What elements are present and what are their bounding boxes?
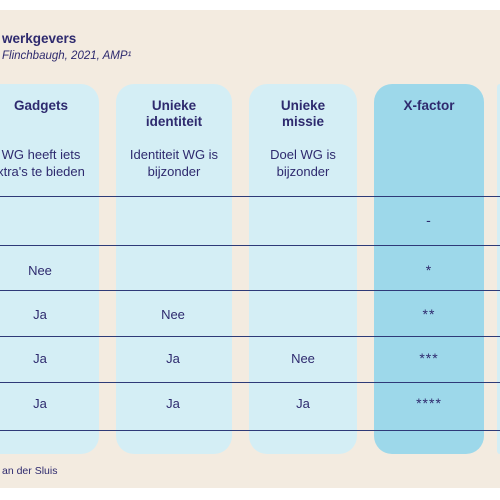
table-cell: Ja: [166, 396, 180, 411]
column-description-unieke-identiteit: Identiteit WG is bijzonder: [129, 147, 219, 179]
table-cell: Ja: [33, 351, 47, 366]
table-cell: ***: [419, 350, 439, 366]
column-unieke-identiteit: Unieke identiteit Identiteit WG is bijzo…: [116, 84, 232, 454]
table-cell: Nee: [161, 307, 185, 322]
column-unieke-missie: Unieke missie Doel WG is bijzonder: [249, 84, 357, 454]
column-gadgets: Gadgets WG heeft iets xtra's te bieden: [0, 84, 99, 454]
table-cell: Ja: [296, 396, 310, 411]
row-divider: [0, 245, 500, 246]
row-divider: [0, 196, 500, 197]
table-cell: Ja: [166, 351, 180, 366]
row-divider: [0, 382, 500, 383]
table-cell: -: [426, 212, 432, 228]
table-cell: Ja: [33, 307, 47, 322]
table-cell: Nee: [291, 351, 315, 366]
table-cell: Nee: [28, 263, 52, 278]
column-header-gadgets: Gadgets: [13, 98, 68, 113]
column-x-factor: X-factor: [374, 84, 484, 454]
column-header-x-factor: X-factor: [403, 98, 455, 113]
row-divider: [0, 430, 500, 431]
table-cell: ****: [416, 395, 442, 411]
table-cell: *: [425, 262, 433, 278]
source-citation: Flinchbaugh, 2021, AMP¹: [2, 50, 132, 62]
column-description-unieke-missie: Doel WG is bijzonder: [270, 147, 336, 179]
row-divider: [0, 290, 500, 291]
column-header-unieke-missie: Unieke missie: [280, 98, 326, 129]
table-cell: **: [422, 306, 436, 322]
page-title: werkgevers: [2, 31, 77, 46]
row-divider: [0, 336, 500, 337]
next-column-edge: [497, 84, 500, 454]
table-cell: Ja: [33, 396, 47, 411]
column-description-gadgets: WG heeft iets xtra's te bieden: [0, 147, 85, 179]
footer-credit: an der Sluis: [2, 465, 58, 477]
column-header-unieke-identiteit: Unieke identiteit: [145, 98, 203, 129]
